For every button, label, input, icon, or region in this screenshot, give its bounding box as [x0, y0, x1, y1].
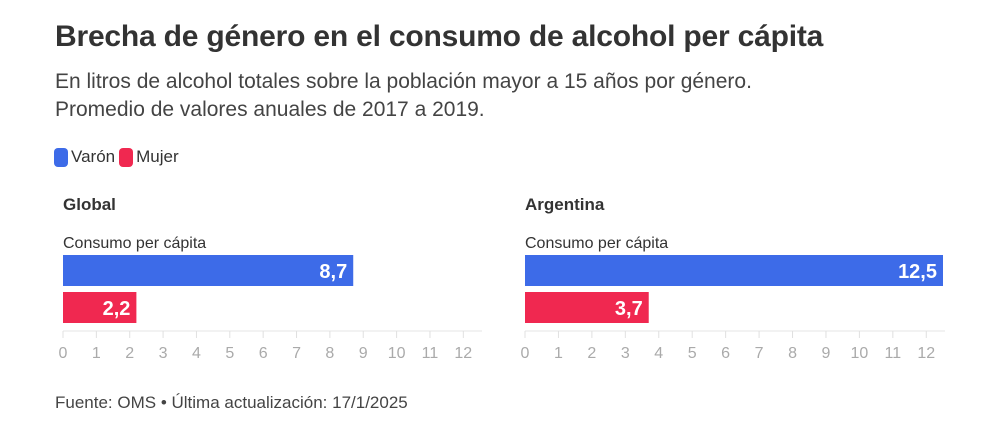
x-tick-label-argentina-1: 1: [554, 345, 563, 362]
x-tick-label-argentina-3: 3: [621, 345, 630, 362]
x-tick-label-global-4: 4: [192, 345, 201, 362]
x-tick-label-global-7: 7: [292, 345, 301, 362]
x-tick-label-argentina-9: 9: [822, 345, 831, 362]
legend-item-mujer: Mujer: [119, 147, 179, 167]
x-tick-label-global-11: 11: [422, 345, 439, 362]
x-tick-label-global-1: 1: [92, 345, 101, 362]
x-tick-label-argentina-5: 5: [688, 345, 697, 362]
x-tick-label-argentina-4: 4: [654, 345, 663, 362]
x-tick-label-global-5: 5: [225, 345, 234, 362]
panel-title-argentina: Argentina: [525, 195, 605, 214]
row-label-global: Consumo per cápita: [63, 235, 206, 252]
x-tick-label-argentina-12: 12: [917, 345, 935, 362]
x-tick-label-global-9: 9: [359, 345, 368, 362]
legend-label-varon: Varón: [71, 147, 116, 166]
bar-label-global-mujer: 2,2: [103, 298, 131, 320]
x-tick-label-global-0: 0: [59, 345, 68, 362]
source-note: Fuente: OMS • Última actualización: 17/1…: [55, 393, 408, 412]
x-tick-label-argentina-0: 0: [521, 345, 530, 362]
row-label-argentina: Consumo per cápita: [525, 235, 668, 252]
bar-label-global-varon: 8,7: [319, 261, 347, 283]
x-tick-label-argentina-8: 8: [788, 345, 797, 362]
legend-item-varon: Varón: [54, 147, 115, 167]
x-tick-label-argentina-6: 6: [721, 345, 730, 362]
x-tick-label-global-12: 12: [454, 345, 472, 362]
bar-argentina-varon: [525, 255, 943, 286]
x-tick-label-global-3: 3: [159, 345, 168, 362]
x-tick-label-global-2: 2: [125, 345, 134, 362]
legend-swatch-mujer: [119, 147, 134, 167]
legend-swatch-varon: [54, 147, 68, 167]
x-tick-label-global-8: 8: [325, 345, 334, 362]
x-tick-label-argentina-7: 7: [755, 345, 764, 362]
legend: Varón Mujer: [54, 147, 183, 167]
x-tick-label-argentina-10: 10: [851, 345, 869, 362]
bar-label-argentina-mujer: 3,7: [615, 298, 643, 320]
chart-title: Brecha de género en el consumo de alcoho…: [55, 20, 824, 53]
bar-global-mujer: [63, 292, 137, 323]
bar-argentina-mujer: [525, 292, 649, 323]
bar-global-varon: [63, 255, 354, 286]
chart-subtitle: En litros de alcohol totales sobre la po…: [55, 68, 955, 124]
x-tick-label-global-6: 6: [259, 345, 268, 362]
subtitle-line-2: Promedio de valores anuales de 2017 a 20…: [55, 98, 485, 121]
x-tick-label-argentina-2: 2: [587, 345, 596, 362]
subtitle-line-1: En litros de alcohol totales sobre la po…: [55, 70, 752, 93]
x-tick-label-argentina-11: 11: [885, 345, 902, 362]
panel-title-global: Global: [63, 195, 116, 214]
bar-label-argentina-varon: 12,5: [898, 261, 937, 283]
legend-label-mujer: Mujer: [136, 147, 179, 166]
x-tick-label-global-10: 10: [388, 345, 406, 362]
